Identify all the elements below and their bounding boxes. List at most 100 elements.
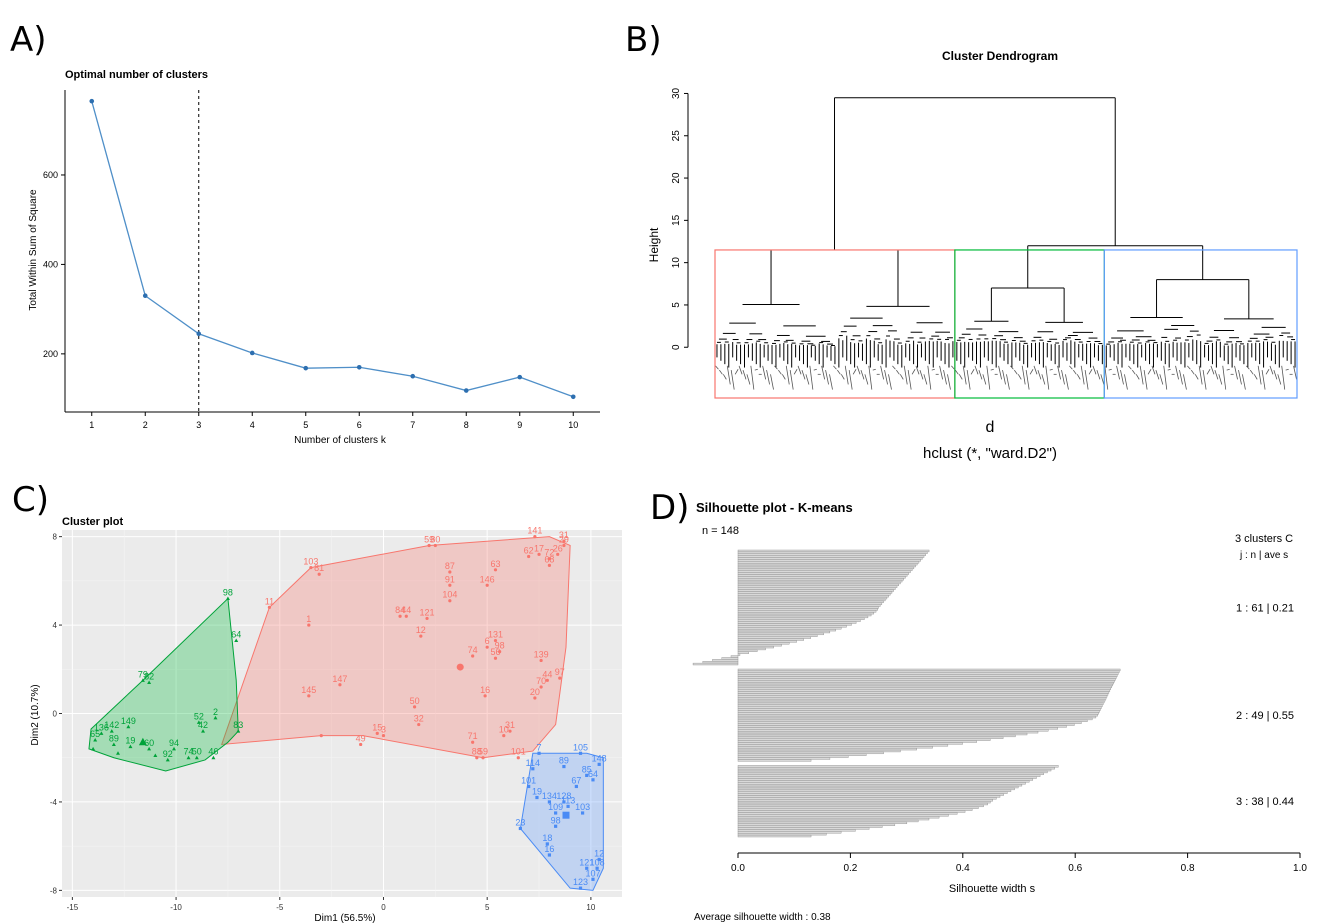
leaf-label-mark: [1100, 374, 1105, 385]
leaf-label-mark: [1065, 374, 1069, 390]
silhouette-bar: [737, 817, 930, 821]
leaf-label-mark: [801, 369, 806, 380]
silhouette-bar: [737, 600, 884, 603]
point-label: 113: [561, 795, 575, 805]
silhouette-bar: [737, 714, 1098, 717]
silhouette-bar: [737, 583, 899, 587]
x-tick-label: 0.2: [843, 863, 857, 874]
silhouette-bar: [737, 795, 1001, 798]
leaf-label-mark: [974, 365, 979, 375]
cluster-3-point: [566, 804, 570, 808]
silhouette-bar: [737, 732, 1028, 736]
silhouette-bar: [737, 653, 741, 656]
leaf-label-mark: [896, 369, 900, 375]
leaf-label-mark: [750, 365, 755, 390]
point-label: 79: [138, 669, 148, 679]
point-label: 29: [559, 534, 569, 544]
cluster-2-point: [109, 729, 114, 733]
point-label: 101: [521, 775, 536, 785]
leaf-label-mark: [738, 365, 743, 375]
leaf-label-mark: [793, 369, 798, 375]
silhouette-bar: [737, 593, 891, 596]
x-tick-label: 1.0: [1293, 863, 1307, 874]
y-axis-label: Height: [647, 227, 661, 262]
cluster-1-point: [481, 756, 485, 760]
cluster-2-point: [236, 729, 241, 733]
point-label: 16: [544, 844, 554, 854]
leaf-label-mark: [734, 369, 739, 375]
silhouette-bar: [737, 787, 1015, 791]
silhouette-bar: [737, 632, 824, 636]
silhouette-bar: [692, 662, 739, 666]
silhouette-bar: [737, 833, 827, 836]
leaf-label-mark: [1049, 368, 1053, 371]
cluster-2-point: [211, 755, 216, 760]
leaf-label-mark: [774, 365, 778, 370]
point-label: 67: [571, 775, 581, 785]
leaf-label-mark: [1116, 365, 1120, 380]
leaf-label-mark: [911, 369, 916, 375]
silhouette-bar: [737, 782, 1026, 785]
cluster-3-point: [591, 778, 595, 782]
silhouette-bar: [737, 693, 1109, 696]
point-label: 92: [163, 749, 173, 759]
leaf-label-mark: [1143, 370, 1148, 390]
cluster-centroid: [138, 737, 147, 746]
y-tick-label: 200: [43, 349, 58, 359]
silhouette-bar: [737, 627, 842, 630]
silhouette-bar: [737, 566, 915, 570]
silhouette-bar: [737, 723, 1075, 726]
x-tick-label: 0.6: [1068, 863, 1082, 874]
silhouette-bar: [737, 780, 1030, 783]
cluster-1-point: [359, 742, 363, 747]
point-label: 149: [121, 716, 136, 726]
leaf-label-mark: [821, 365, 826, 380]
x-axis-label: d: [986, 419, 995, 436]
cluster-2-point: [194, 755, 199, 760]
leaf-label-mark: [730, 370, 735, 390]
x-tick-label: 9: [517, 420, 522, 430]
leaf-label-mark: [892, 365, 896, 370]
cluster-1-point: [412, 705, 417, 709]
silhouette-bar: [737, 704, 1103, 707]
leaf-label-mark: [1222, 365, 1227, 390]
silhouette-bar: [737, 697, 1107, 700]
cluster-3-point: [554, 824, 558, 828]
x-tick-label: -5: [276, 903, 284, 912]
silhouette-bar: [737, 797, 997, 800]
leaf-label-mark: [1190, 369, 1195, 375]
silhouette-bar: [737, 670, 1120, 673]
silhouette-bar: [737, 731, 1039, 734]
leaf-label-mark: [1088, 369, 1093, 375]
cluster-1-point: [545, 678, 549, 682]
silhouette-bar: [737, 793, 1004, 796]
silhouette-bar: [737, 746, 933, 749]
point-label: 52: [194, 711, 204, 721]
cluster-centroid: [562, 811, 570, 819]
point-label: 87: [445, 561, 455, 571]
leaf-label-mark: [770, 374, 774, 390]
leaf-label-mark: [789, 370, 794, 390]
silhouette-bar: [737, 774, 1041, 777]
silhouette-bar: [730, 655, 739, 658]
legend-subtitle: j : n | ave s: [1239, 550, 1288, 561]
leaf-label-mark: [1029, 369, 1034, 375]
cluster-1-point: [547, 563, 552, 567]
point-label: 94: [169, 738, 179, 748]
n-label: n = 148: [702, 525, 739, 537]
leaf-label-mark: [1017, 374, 1022, 380]
leaf-label-mark: [888, 374, 892, 390]
y-tick-label: 600: [43, 170, 58, 180]
silhouette-bar: [737, 604, 881, 607]
silhouette-bar: [737, 751, 884, 755]
silhouette-bar: [737, 615, 869, 619]
leaf-label-mark: [1037, 369, 1042, 380]
leaf-label-mark: [1045, 365, 1050, 390]
leaf-label-mark: [1242, 374, 1246, 390]
silhouette-bar: [702, 661, 739, 664]
cluster-1-point: [508, 729, 512, 733]
cluster-3-point: [537, 751, 541, 755]
cluster-2-point: [196, 720, 201, 724]
point-label: 12: [594, 848, 604, 858]
leaf-label-mark: [1210, 365, 1215, 375]
